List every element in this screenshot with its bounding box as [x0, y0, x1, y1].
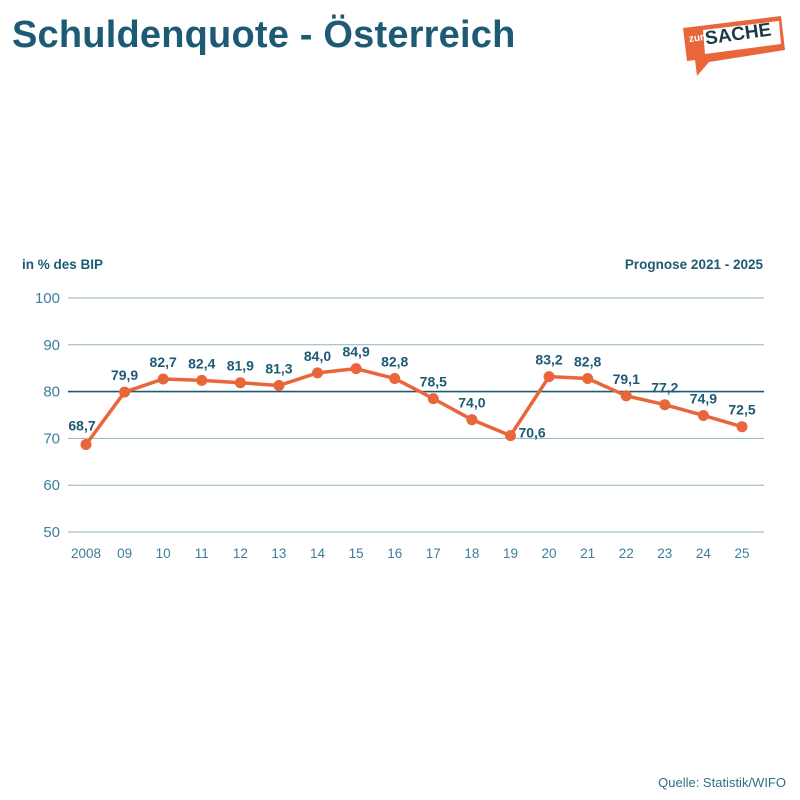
y-tick-label: 80	[43, 384, 60, 401]
y-tick-label: 100	[35, 290, 60, 307]
data-label: 84,0	[304, 348, 331, 364]
data-point	[389, 372, 401, 384]
data-point	[736, 421, 748, 433]
y-tick-label: 90	[43, 337, 60, 354]
data-labels: 68,7 79,9 82,7 82,4 81,9 81,3 84,0 84,9 82,8 78,5…	[68, 344, 755, 441]
x-tick-label: 25	[734, 546, 749, 561]
x-tick-label: 15	[349, 546, 364, 561]
data-point	[80, 438, 92, 450]
series-polyline	[84, 366, 744, 447]
data-label: 77,2	[651, 380, 678, 396]
data-label: 70,6	[518, 425, 545, 441]
data-label: 79,9	[111, 367, 138, 383]
data-label: 79,1	[613, 371, 640, 387]
data-point	[659, 399, 671, 411]
source-note: Quelle: Statistik/WIFO	[658, 775, 786, 790]
x-tick-label: 16	[387, 546, 402, 561]
x-tick-label: 24	[696, 546, 712, 561]
x-tick-label: 18	[464, 546, 479, 561]
x-tick-label: 19	[503, 546, 518, 561]
data-point	[350, 363, 362, 375]
y-tick-label: 60	[43, 477, 60, 494]
data-points	[80, 363, 748, 450]
zursache-logo: zur SACHE	[681, 14, 787, 80]
chart-title: Schuldenquote - Österreich	[12, 14, 516, 56]
x-tick-label: 17	[426, 546, 441, 561]
data-point	[466, 414, 478, 426]
x-tick-label: 21	[580, 546, 595, 561]
x-tick-label: 11	[195, 546, 209, 561]
data-label: 74,9	[690, 390, 717, 406]
data-label: 82,8	[381, 353, 408, 369]
y-tick-labels: 50 60 70 80 90 100	[35, 290, 60, 541]
data-label: 72,5	[728, 402, 755, 418]
data-label: 78,5	[420, 374, 447, 390]
data-label: 84,9	[342, 344, 369, 360]
y-tick-label: 70	[43, 430, 60, 447]
x-tick-label: 13	[271, 546, 286, 561]
y-axis-unit-label: in % des BIP	[22, 257, 104, 272]
data-label: 81,3	[265, 361, 292, 377]
data-point	[582, 372, 594, 384]
x-tick-label: 20	[542, 546, 557, 561]
data-point	[504, 430, 516, 442]
y-tick-label: 50	[43, 524, 60, 541]
data-label: 82,7	[150, 354, 177, 370]
data-point	[620, 390, 632, 402]
x-tick-label: 22	[619, 546, 634, 561]
data-label: 83,2	[535, 352, 562, 368]
data-label: 68,7	[68, 417, 95, 433]
data-point	[157, 373, 169, 385]
x-tick-label: 14	[310, 546, 326, 561]
x-tick-label: 12	[233, 546, 248, 561]
data-label: 74,0	[458, 395, 485, 411]
data-point	[234, 377, 246, 389]
data-point	[119, 386, 131, 398]
data-point	[697, 409, 709, 421]
x-tick-label: 23	[657, 546, 672, 561]
series-line	[84, 366, 744, 447]
data-label: 81,9	[227, 358, 254, 374]
data-point	[273, 380, 285, 392]
x-tick-labels: 2008 09 10 11 12 13 14 15 16 17 18 19 20 21 22 23 24 25	[71, 546, 750, 561]
x-tick-label: 10	[156, 546, 171, 561]
data-label: 82,8	[574, 353, 601, 369]
data-point	[196, 374, 208, 386]
grid-lines	[68, 297, 764, 533]
x-tick-label: 2008	[71, 546, 101, 561]
data-point	[312, 367, 324, 379]
data-point	[543, 371, 555, 383]
forecast-label: Prognose 2021 - 2025	[624, 257, 763, 272]
x-tick-label: 09	[117, 546, 132, 561]
data-label: 82,4	[188, 355, 215, 371]
logo-badge-icon	[683, 16, 785, 76]
data-point	[427, 393, 439, 405]
